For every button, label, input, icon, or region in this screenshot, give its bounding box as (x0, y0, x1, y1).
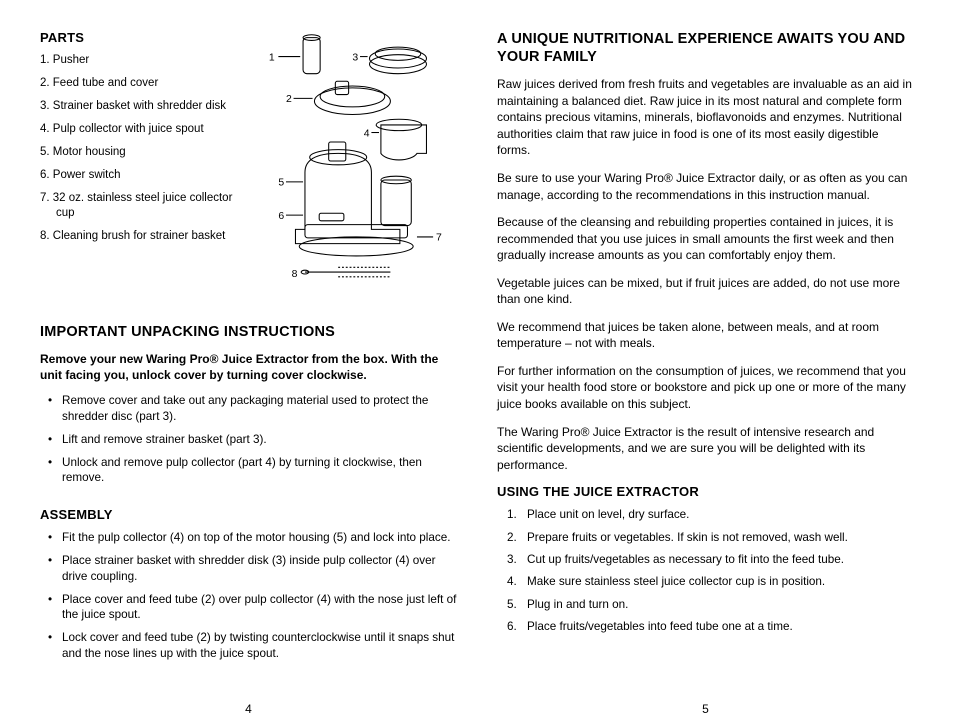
page-number-left: 4 (40, 694, 457, 716)
page-number-right: 5 (497, 694, 914, 716)
diagram-svg: 1 3 2 4 5 6 7 8 (248, 30, 457, 296)
diagram-label-4: 4 (364, 128, 370, 139)
list-item: Remove cover and take out any packaging … (44, 393, 457, 425)
parts-list: 1. Pusher 2. Feed tube and cover 3. Stra… (40, 53, 240, 243)
diagram-label-8: 8 (292, 269, 298, 280)
list-item: Place strainer basket with shredder disk… (44, 553, 457, 585)
part-item: 6. Power switch (40, 168, 240, 183)
list-item: Lock cover and feed tube (2) by twisting… (44, 630, 457, 662)
part-item: 4. Pulp collector with juice spout (40, 122, 240, 137)
list-item: Prepare fruits or vegetables. If skin is… (507, 530, 914, 546)
parts-heading: PARTS (40, 30, 240, 45)
nutrition-heading: A UNIQUE NUTRITIONAL EXPERIENCE AWAITS Y… (497, 30, 914, 66)
diagram-label-1: 1 (269, 52, 275, 63)
list-item: Place fruits/vegetables into feed tube o… (507, 619, 914, 635)
list-item: Fit the pulp collector (4) on top of the… (44, 530, 457, 546)
part-item: 5. Motor housing (40, 145, 240, 160)
body-paragraph: Be sure to use your Waring Pro® Juice Ex… (497, 170, 914, 203)
list-item: Cut up fruits/vegetables as necessary to… (507, 552, 914, 568)
part-item: 8. Cleaning brush for strainer basket (40, 229, 240, 244)
body-paragraph: The Waring Pro® Juice Extractor is the r… (497, 424, 914, 474)
body-paragraph: For further information on the consumpti… (497, 363, 914, 413)
page-left: PARTS 1. Pusher 2. Feed tube and cover 3… (20, 30, 477, 716)
part-item: 7. 32 oz. stainless steel juice collecto… (40, 191, 240, 221)
body-paragraph: We recommend that juices be taken alone,… (497, 319, 914, 352)
parts-list-column: PARTS 1. Pusher 2. Feed tube and cover 3… (40, 30, 240, 301)
body-paragraph: Raw juices derived from fresh fruits and… (497, 76, 914, 159)
list-item: Plug in and turn on. (507, 597, 914, 613)
list-item: Place unit on level, dry surface. (507, 507, 914, 523)
unpacking-intro: Remove your new Waring Pro® Juice Extrac… (40, 351, 457, 383)
unpacking-bullets: Remove cover and take out any packaging … (40, 393, 457, 493)
list-item: Place cover and feed tube (2) over pulp … (44, 592, 457, 624)
diagram-label-3: 3 (353, 52, 359, 63)
using-steps: Place unit on level, dry surface. Prepar… (497, 507, 914, 641)
diagram-label-5: 5 (279, 178, 285, 189)
body-paragraph: Vegetable juices can be mixed, but if fr… (497, 275, 914, 308)
list-item: Unlock and remove pulp collector (part 4… (44, 455, 457, 487)
body-paragraph: Because of the cleansing and rebuilding … (497, 214, 914, 264)
using-heading: USING THE JUICE EXTRACTOR (497, 484, 914, 499)
diagram-label-7: 7 (436, 233, 442, 244)
assembly-bullets: Fit the pulp collector (4) on top of the… (40, 530, 457, 669)
list-item: Lift and remove strainer basket (part 3)… (44, 432, 457, 448)
parts-section: PARTS 1. Pusher 2. Feed tube and cover 3… (40, 30, 457, 301)
assembly-heading: ASSEMBLY (40, 507, 457, 522)
part-item: 2. Feed tube and cover (40, 76, 240, 91)
part-item: 1. Pusher (40, 53, 240, 68)
diagram-label-6: 6 (279, 211, 285, 222)
diagram-label-2: 2 (286, 94, 292, 105)
parts-diagram: 1 3 2 4 5 6 7 8 (248, 30, 457, 301)
unpacking-heading: IMPORTANT UNPACKING INSTRUCTIONS (40, 323, 457, 341)
part-item: 3. Strainer basket with shredder disk (40, 99, 240, 114)
list-item: Make sure stainless steel juice collecto… (507, 574, 914, 590)
page-right: A UNIQUE NUTRITIONAL EXPERIENCE AWAITS Y… (477, 30, 934, 716)
